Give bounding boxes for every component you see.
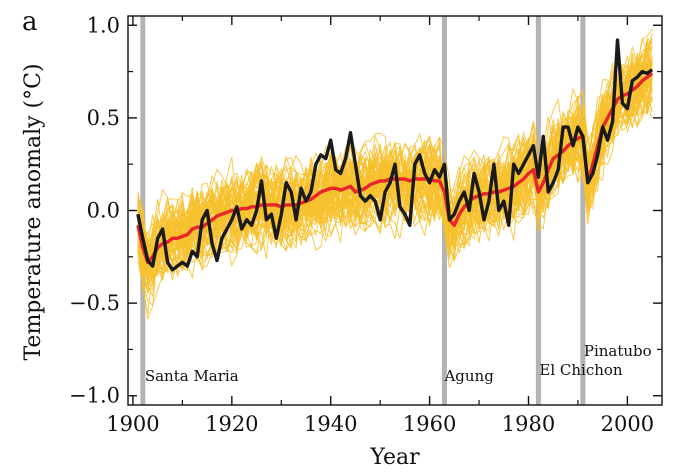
x-tick-label: 1900 (106, 412, 159, 436)
y-tick-label: 1.0 (87, 13, 120, 37)
y-tick-label: −0.5 (69, 291, 120, 315)
volcano-label-agung: Agung (443, 367, 494, 385)
volcano-label-el-chichon: El Chichon (539, 361, 623, 379)
x-tick-label: 1920 (205, 412, 258, 436)
x-tick-label: 1980 (502, 412, 555, 436)
ensemble-member-line (137, 57, 653, 272)
volcano-bar-pinatubo (580, 16, 586, 405)
ensemble-member-line (137, 40, 653, 275)
y-tick-label: 0.5 (87, 106, 120, 130)
observed-line (136, 38, 654, 272)
y-tick-label: 0.0 (87, 199, 120, 223)
volcano-label-pinatubo: Pinatubo (584, 342, 652, 360)
x-tick-label: 1940 (304, 412, 357, 436)
x-tick-label: 2000 (601, 412, 654, 436)
x-tick-label: 1960 (403, 412, 456, 436)
x-axis-title: Year (369, 445, 420, 470)
axis-ticks: 1900 1920 1940 1960 1980 2000 −1.0 −0.5 0.0 0.5 1.… (69, 13, 662, 436)
y-tick-label: −1.0 (69, 384, 120, 408)
panel-label: a (22, 7, 38, 37)
ensemble-member-line (137, 33, 653, 278)
y-axis-title: Temperature anomaly (°C) (21, 63, 46, 360)
volcano-label-santa-maria: Santa Maria (145, 367, 239, 385)
